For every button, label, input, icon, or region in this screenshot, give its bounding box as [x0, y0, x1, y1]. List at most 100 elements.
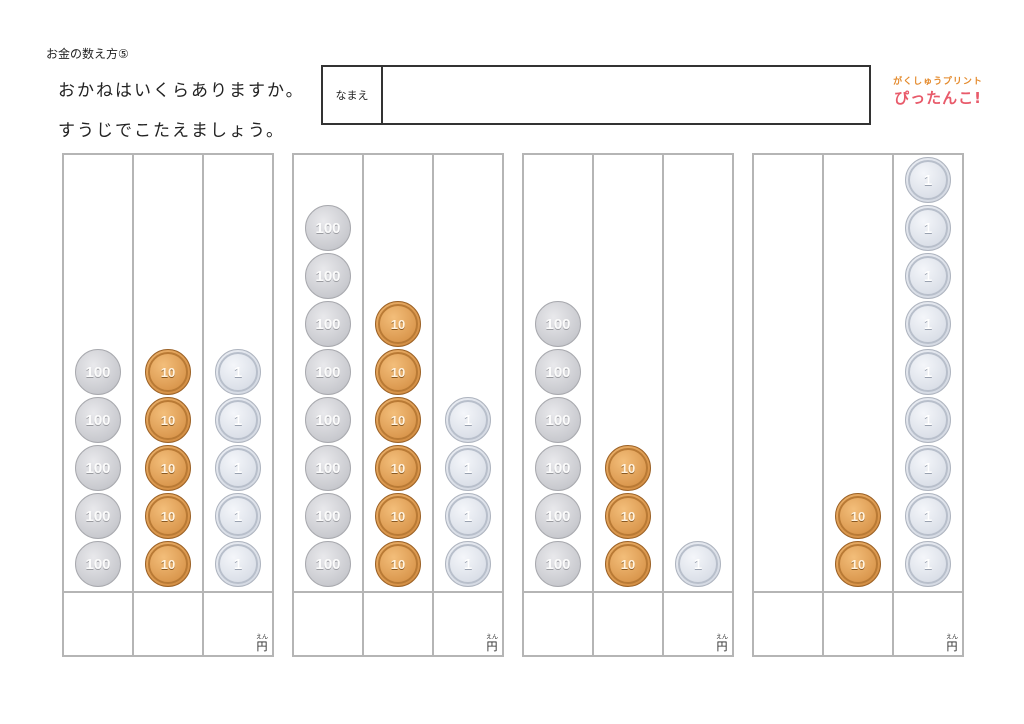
coin-100-yen: 100	[305, 493, 351, 539]
coin-1-yen: 1	[905, 157, 951, 203]
answer-cell[interactable]: えん円	[894, 591, 962, 655]
yen-unit-label: えん円	[255, 634, 268, 653]
coin-value-label: 100	[85, 555, 111, 573]
yen-unit: 円	[716, 640, 728, 653]
coin-value-label: 10	[378, 496, 418, 536]
coin-100-yen: 100	[75, 349, 121, 395]
answer-cell[interactable]	[524, 591, 592, 655]
coin-value-label: 100	[315, 555, 341, 573]
coin-100-yen: 100	[535, 493, 581, 539]
coin-value-label: 10	[378, 304, 418, 344]
coin-1-yen: 1	[905, 253, 951, 299]
coin-1-yen: 1	[905, 301, 951, 347]
coin-value-label: 100	[315, 219, 341, 237]
coin-value-label: 1	[908, 160, 948, 200]
coin-value-label: 1	[678, 544, 718, 584]
coin-value-label: 100	[315, 459, 341, 477]
yen-ruby: えん	[715, 634, 728, 641]
coin-value-label: 1	[908, 304, 948, 344]
answer-cell[interactable]	[294, 591, 362, 655]
coin-1-yen: 1	[215, 445, 261, 491]
problem-panel-1: 100 100 100 100 100 10 10 10 10 10 1 1 1 1 1 えん円	[62, 153, 274, 657]
coin-10-yen-column: 10 10 10 10 10 10	[364, 155, 434, 655]
coin-100-yen-column: 100 100 100 100 100	[64, 155, 134, 655]
coin-value-label: 10	[148, 400, 188, 440]
answer-cell[interactable]: えん円	[664, 591, 732, 655]
coin-value-label: 100	[85, 507, 111, 525]
answer-cell[interactable]	[364, 591, 432, 655]
coin-stack: 10 10 10	[594, 155, 662, 591]
name-field[interactable]	[383, 67, 869, 123]
problem-panel-3: 100 100 100 100 100 100 10 10 10 1 えん円	[522, 153, 734, 657]
coin-10-yen: 10	[375, 445, 421, 491]
logo-main-text: ぴったんこ!	[894, 89, 982, 107]
coin-10-yen-column: 10 10 10	[594, 155, 664, 655]
coin-value-label: 100	[85, 411, 111, 429]
coin-1-yen: 1	[675, 541, 721, 587]
yen-unit: 円	[256, 640, 268, 653]
coin-stack: 10 10 10 10 10 10	[364, 155, 432, 591]
yen-unit-label: えん円	[715, 634, 728, 653]
coin-value-label: 1	[908, 544, 948, 584]
coin-100-yen: 100	[535, 349, 581, 395]
answer-cell[interactable]	[64, 591, 132, 655]
coin-stack: 1	[664, 155, 732, 591]
coin-1-yen: 1	[905, 541, 951, 587]
coin-1-yen: 1	[905, 349, 951, 395]
coin-10-yen-column: 10 10 10 10 10	[134, 155, 204, 655]
coin-100-yen: 100	[535, 301, 581, 347]
coin-value-label: 1	[448, 496, 488, 536]
coin-value-label: 100	[545, 555, 571, 573]
name-box: なまえ	[321, 65, 871, 125]
answer-cell[interactable]: えん円	[204, 591, 272, 655]
coin-stack: 10 10 10 10 10	[134, 155, 202, 591]
coin-value-label: 100	[85, 363, 111, 381]
coin-value-label: 1	[908, 448, 948, 488]
coin-stack: 1 1 1 1	[434, 155, 502, 591]
coin-1-yen: 1	[445, 541, 491, 587]
coin-1-yen: 1	[445, 445, 491, 491]
coin-1-yen-column: 1 1 1 1 1 1 1 1 1 えん円	[894, 155, 962, 655]
yen-ruby: えん	[485, 634, 498, 641]
coin-10-yen: 10	[375, 397, 421, 443]
coin-10-yen-column: 10 10	[824, 155, 894, 655]
coin-1-yen: 1	[905, 205, 951, 251]
coin-1-yen: 1	[215, 397, 261, 443]
coin-value-label: 10	[608, 496, 648, 536]
coin-value-label: 100	[545, 411, 571, 429]
problem-panel-4: 10 10 1 1 1 1 1 1 1 1 1 えん円	[752, 153, 964, 657]
instruction-line-1: おかねはいくらありますか。	[58, 81, 305, 101]
answer-cell[interactable]	[754, 591, 822, 655]
coin-value-label: 1	[448, 448, 488, 488]
coin-value-label: 100	[545, 363, 571, 381]
coin-stack: 100 100 100 100 100 100 100 100	[294, 155, 362, 591]
coin-stack: 100 100 100 100 100	[64, 155, 132, 591]
coin-10-yen: 10	[145, 493, 191, 539]
coin-100-yen: 100	[535, 397, 581, 443]
coin-100-yen: 100	[75, 541, 121, 587]
yen-ruby: えん	[945, 634, 958, 641]
coin-value-label: 10	[378, 544, 418, 584]
coin-100-yen: 100	[535, 445, 581, 491]
coin-value-label: 1	[908, 352, 948, 392]
coin-10-yen: 10	[835, 493, 881, 539]
coin-1-yen: 1	[215, 541, 261, 587]
coin-100-yen-column	[754, 155, 824, 655]
coin-10-yen: 10	[605, 541, 651, 587]
coin-value-label: 1	[448, 544, 488, 584]
coin-value-label: 10	[608, 544, 648, 584]
answer-cell[interactable]: えん円	[434, 591, 502, 655]
answer-cell[interactable]	[134, 591, 202, 655]
coin-value-label: 100	[315, 315, 341, 333]
worksheet-title: お金の数え方⑤	[46, 47, 129, 61]
coin-10-yen: 10	[145, 349, 191, 395]
answer-cell[interactable]	[824, 591, 892, 655]
coin-10-yen: 10	[605, 493, 651, 539]
answer-cell[interactable]	[594, 591, 662, 655]
coin-value-label: 10	[378, 352, 418, 392]
coin-10-yen: 10	[145, 397, 191, 443]
coin-value-label: 1	[218, 400, 258, 440]
coin-10-yen: 10	[835, 541, 881, 587]
coin-value-label: 1	[908, 400, 948, 440]
yen-ruby: えん	[255, 634, 268, 641]
